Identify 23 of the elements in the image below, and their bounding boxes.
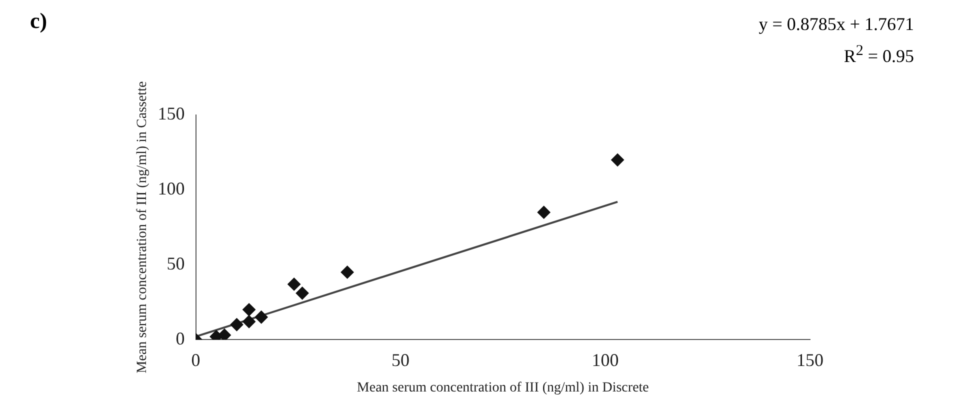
point [340,266,354,279]
x-axis-title: Mean serum concentration of III (ng/ml) in Discrete [356,380,649,396]
point [230,318,244,332]
x-tick-label: 0 [191,350,200,370]
point [242,315,256,328]
y-axis-title: Mean serum concentration of III (ng/ml) in Cassette [135,81,150,374]
x-tick-label: 50 [392,350,410,370]
chart-title: c) [30,8,48,34]
y-tick-label: 100 [158,178,185,199]
y-tick-label: 50 [166,253,185,274]
point [218,328,231,340]
point [537,206,550,219]
text: y = 0.8785x + 1.7671 [758,13,914,36]
x-tick-label: 150 [796,350,824,370]
text: R$^{2}$ = 0.95 [842,42,914,68]
y-tick-label: 150 [158,104,185,124]
point [611,153,624,166]
point [288,278,301,291]
point [242,303,256,316]
point [296,286,309,300]
x-tick-label: 100 [592,350,619,370]
y-tick-label: 0 [176,328,185,348]
point [254,310,268,324]
